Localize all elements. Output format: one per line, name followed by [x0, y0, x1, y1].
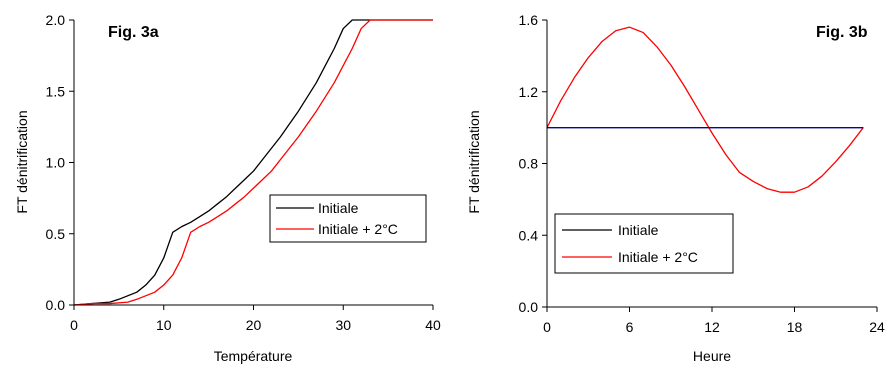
chart-a-y-label: FT dénitrification: [14, 110, 30, 213]
chart-b-series-line-1: [546, 26, 864, 193]
chart-b-legend: Initiale Initiale + 2°C: [554, 213, 734, 274]
chart-a-x-tick-label: 0: [70, 317, 78, 333]
chart-a-y-tick-label: 1.0: [46, 155, 66, 171]
chart-b-x-tick-label: 12: [704, 319, 720, 335]
chart-b-x-tick-label: 0: [543, 319, 551, 335]
chart-b-y-tick-label: 1.6: [519, 12, 539, 28]
chart-a-series-line-0: [73, 19, 433, 306]
chart-a-legend-label-plus2: Initiale + 2°C: [318, 221, 398, 237]
chart-b-x-tick-label: 18: [787, 319, 803, 335]
chart-b-x-label: Heure: [693, 348, 731, 364]
chart-b-y-tick-label: 0.4: [519, 227, 539, 243]
chart-b-title: Fig. 3b: [816, 24, 868, 41]
chart-a-legend-box: [269, 194, 427, 243]
chart-a-y-tick-label: 0.0: [46, 297, 66, 313]
chart-a-y-tick-label: 1.5: [46, 83, 66, 99]
chart-a-y-tick-label: 0.5: [46, 226, 66, 242]
chart-a-legend: Initiale Initiale + 2°C: [269, 194, 427, 243]
chart-b-y-tick-label: 1.2: [519, 84, 539, 100]
chart-a-x-label: Température: [214, 348, 293, 364]
chart-a-legend-label-initiale: Initiale: [318, 200, 359, 216]
chart-b-legend-label-plus2: Initiale + 2°C: [618, 249, 698, 265]
chart-a-x-tick-label: 30: [335, 317, 351, 333]
chart-b-y-tick-label: 0.0: [519, 299, 539, 315]
chart-a-series-line-1: [73, 19, 433, 306]
chart-b-legend-box: [554, 213, 734, 274]
chart-a-x-tick-label: 40: [425, 317, 441, 333]
chart-a-title: Fig. 3a: [108, 24, 159, 41]
chart-fig-3a: Fig. 3a 0.0 0.5 1.0 1.5 2.0 0 10 20 30 40 Tempér…: [14, 12, 441, 364]
chart-b-y-label: FT dénitrification: [466, 110, 482, 213]
chart-a-x-tick-label: 10: [156, 317, 172, 333]
chart-b-legend-label-initiale: Initiale: [618, 222, 659, 238]
chart-a-y-tick-label: 2.0: [46, 12, 66, 28]
chart-fig-3b: Fig. 3b 0.0 0.4 0.8 1.2 1.6 0 6 12 18 24 Heure F…: [466, 12, 885, 364]
chart-b-y-tick-label: 0.8: [519, 156, 539, 172]
chart-a-x-tick-label: 20: [246, 317, 262, 333]
chart-b-x-tick-label: 24: [869, 319, 885, 335]
chart-b-x-tick-label: 6: [626, 319, 634, 335]
